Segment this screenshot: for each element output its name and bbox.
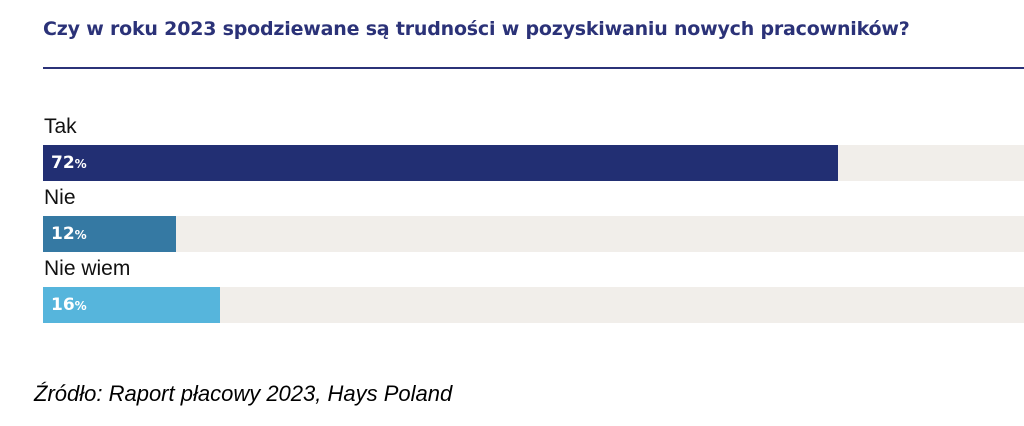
bar-track: 16% xyxy=(43,287,1024,323)
bar xyxy=(43,216,176,252)
bar xyxy=(43,287,220,323)
bar-value-number: 16 xyxy=(51,295,75,315)
bar xyxy=(43,145,839,181)
bar-track: 72% xyxy=(43,145,1024,181)
title-divider xyxy=(43,67,1024,69)
category-label: Tak xyxy=(44,115,77,138)
bar-value-unit: % xyxy=(74,157,87,171)
bar-value-number: 72 xyxy=(51,153,75,173)
chart-title: Czy w roku 2023 spodziewane są trudności… xyxy=(43,18,910,40)
bar-value-label: 12% xyxy=(51,216,87,252)
bar-value-label: 72% xyxy=(51,145,87,181)
bar-value-unit: % xyxy=(74,299,87,313)
bar-value-label: 16% xyxy=(51,287,87,323)
bar-track: 12% xyxy=(43,216,1024,252)
source-note: Źródło: Raport płacowy 2023, Hays Poland xyxy=(34,381,453,406)
bar-value-unit: % xyxy=(74,228,87,242)
category-label: Nie xyxy=(44,186,76,209)
category-label: Nie wiem xyxy=(44,257,131,280)
bar-value-number: 12 xyxy=(51,224,75,244)
